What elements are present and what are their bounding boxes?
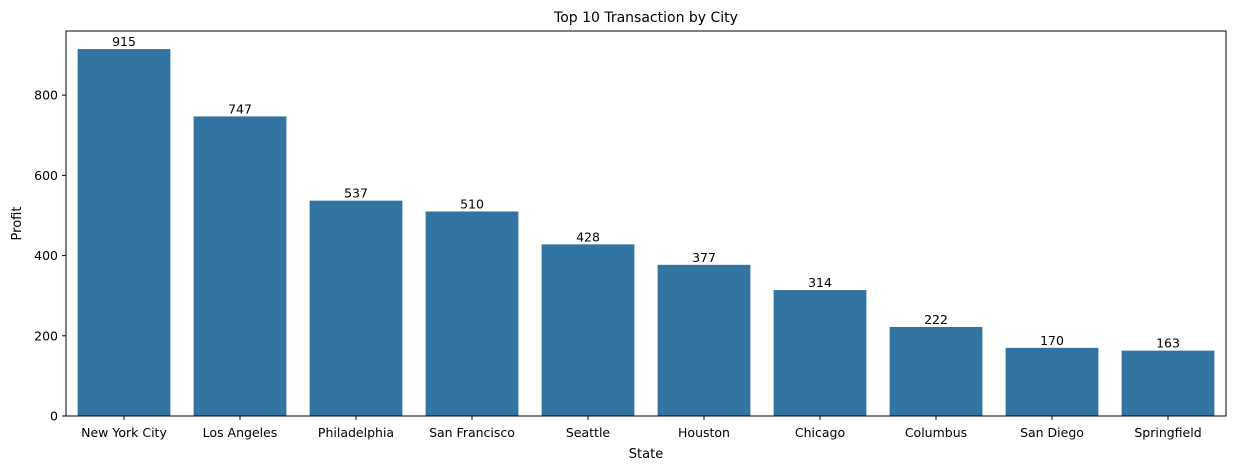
data-labels-group: 915 747 537 510 428 377 314 222 170 163 xyxy=(112,34,1180,351)
bar-los-angeles xyxy=(193,116,287,416)
x-tick-label-houston: Houston xyxy=(678,425,730,440)
data-label-philadelphia: 537 xyxy=(344,186,368,201)
data-label-san-francisco: 510 xyxy=(460,196,484,211)
x-tick-label-san-francisco: San Francisco xyxy=(429,425,515,440)
x-axis-label: State xyxy=(629,447,663,462)
x-tick-label-springfield: Springfield xyxy=(1134,425,1201,440)
bar-chicago xyxy=(773,290,867,416)
data-label-seattle: 428 xyxy=(576,229,600,244)
bar-seattle xyxy=(541,244,635,416)
data-label-los-angeles: 747 xyxy=(228,101,252,116)
data-label-chicago: 314 xyxy=(808,275,832,290)
y-tick-label-400: 400 xyxy=(34,248,58,263)
x-tick-label-seattle: Seattle xyxy=(566,425,611,440)
bar-springfield xyxy=(1121,350,1215,416)
bar-columbus xyxy=(889,326,983,416)
x-tick-label-san-diego: San Diego xyxy=(1020,425,1084,440)
data-label-springfield: 163 xyxy=(1156,336,1180,351)
chart-title: Top 10 Transaction by City xyxy=(553,10,738,26)
bar-houston xyxy=(657,264,751,416)
x-tick-label-los-angeles: Los Angeles xyxy=(203,425,278,440)
data-label-san-diego: 170 xyxy=(1040,333,1064,348)
y-axis-ticks: 0 200 400 600 800 xyxy=(34,88,66,424)
x-tick-label-columbus: Columbus xyxy=(905,425,967,440)
bar-new-york-city xyxy=(77,49,171,416)
x-tick-label-philadelphia: Philadelphia xyxy=(318,425,394,440)
plot-frame xyxy=(65,30,1227,417)
x-tick-label-chicago: Chicago xyxy=(795,425,845,440)
x-axis-ticks: New York City Los Angeles Philadelphia San … xyxy=(81,416,1202,440)
y-tick-label-800: 800 xyxy=(34,88,58,103)
y-tick-label-200: 200 xyxy=(34,328,58,343)
y-tick-label-0: 0 xyxy=(50,409,58,424)
data-label-houston: 377 xyxy=(692,250,716,265)
bar-san-francisco xyxy=(425,211,519,416)
x-tick-label-new-york-city: New York City xyxy=(81,425,167,440)
bar-san-diego xyxy=(1005,347,1099,416)
bars-group xyxy=(77,49,1215,416)
data-label-new-york-city: 915 xyxy=(112,34,136,49)
bar-philadelphia xyxy=(309,200,403,416)
data-label-columbus: 222 xyxy=(924,312,948,327)
y-tick-label-600: 600 xyxy=(34,168,58,183)
y-axis-label: Profit xyxy=(10,207,25,241)
